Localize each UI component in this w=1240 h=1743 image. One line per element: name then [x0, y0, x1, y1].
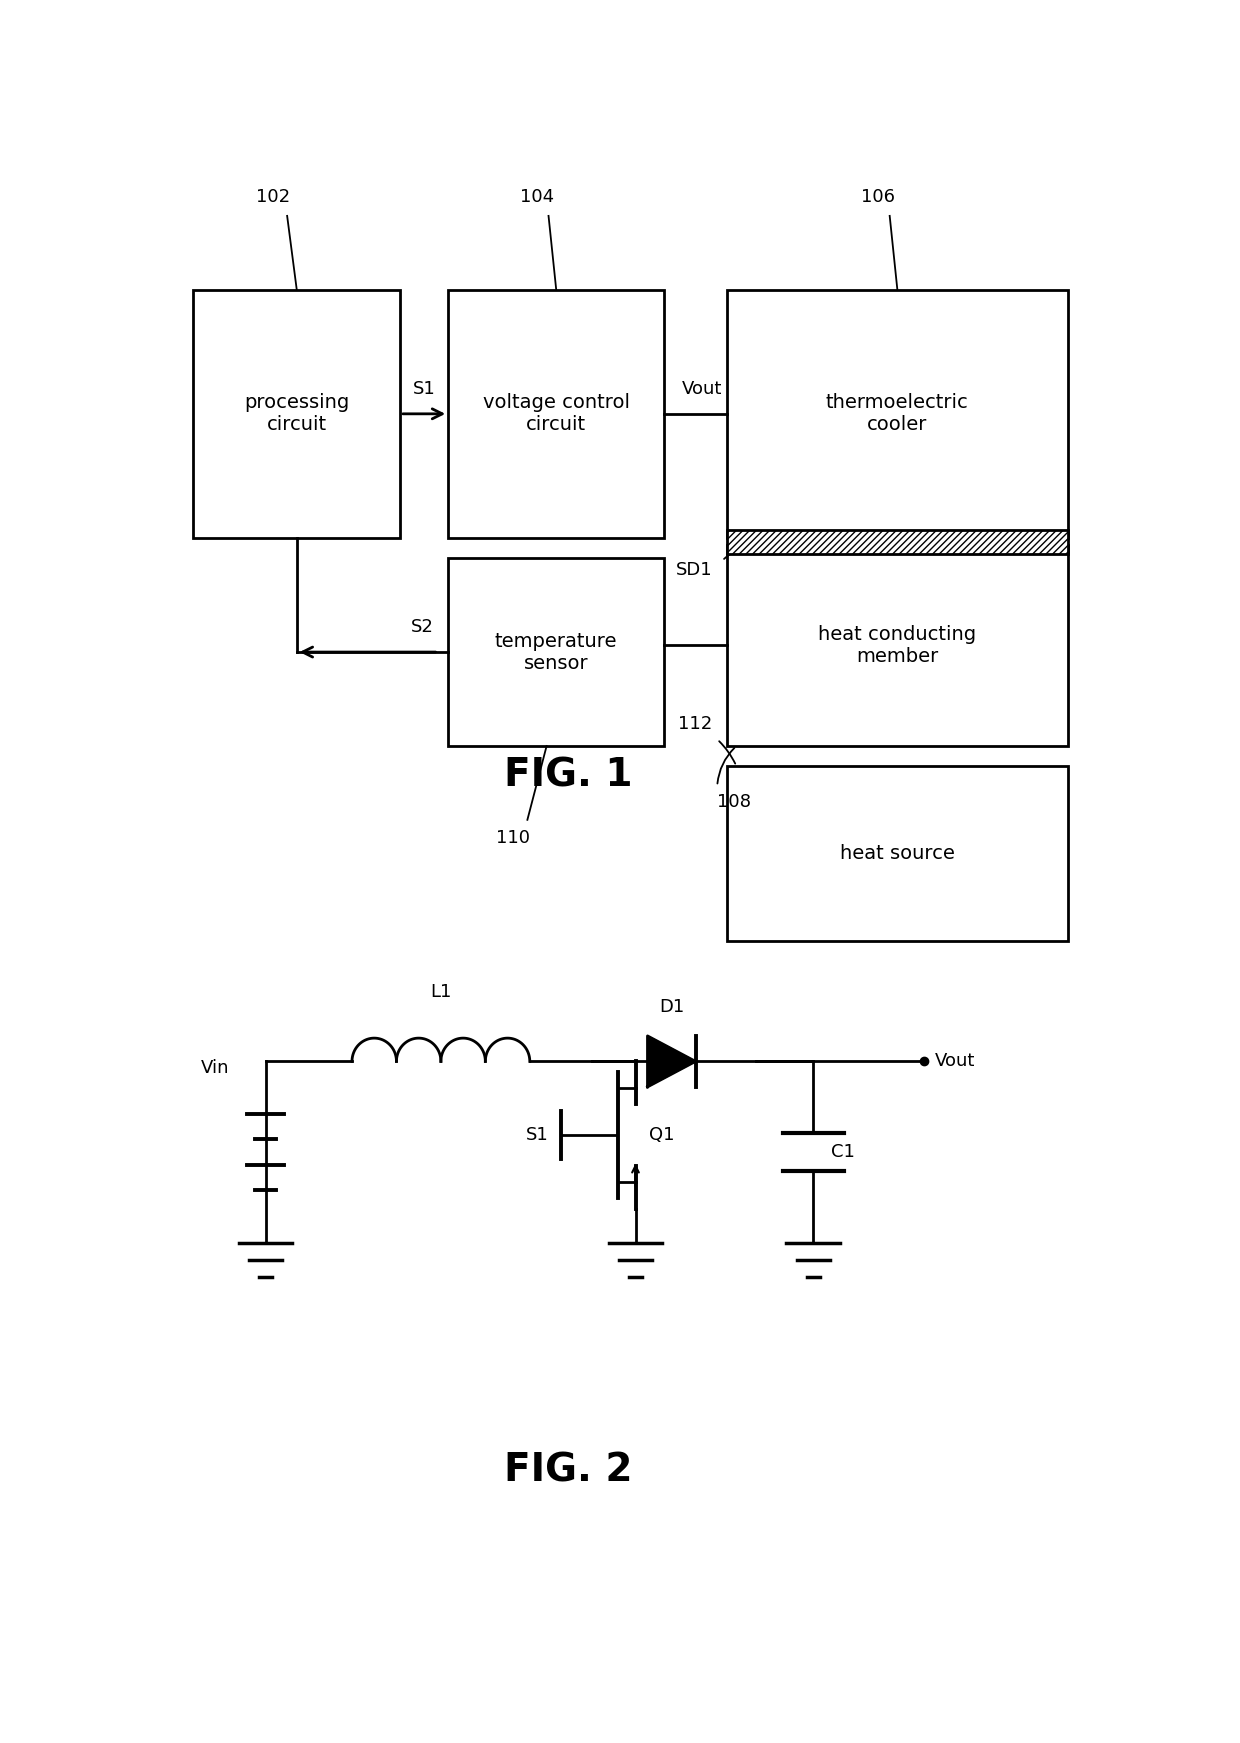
Text: FIG. 2: FIG. 2 [503, 1452, 632, 1490]
Text: 108: 108 [717, 793, 751, 810]
Bar [448, 289, 665, 539]
Text: L1: L1 [430, 983, 451, 1002]
Text: FIG. 1: FIG. 1 [503, 756, 632, 795]
Text: Vin: Vin [201, 1060, 229, 1077]
Text: Vout: Vout [682, 380, 722, 397]
Text: 104: 104 [520, 188, 554, 206]
Text: heat conducting
member: heat conducting member [818, 624, 976, 666]
Bar [727, 530, 1068, 554]
Text: S2: S2 [410, 619, 434, 636]
Text: C1: C1 [831, 1143, 854, 1161]
Text: S1: S1 [526, 1126, 549, 1143]
Text: 102: 102 [255, 188, 290, 206]
Text: heat source: heat source [839, 844, 955, 863]
Text: D1: D1 [658, 997, 684, 1016]
Text: Q1: Q1 [649, 1126, 675, 1143]
Bar [727, 546, 1068, 746]
Text: 110: 110 [496, 830, 529, 847]
Text: voltage control
circuit: voltage control circuit [482, 394, 630, 434]
Polygon shape [647, 1035, 696, 1088]
Bar [448, 558, 665, 746]
Bar [727, 289, 1068, 539]
Text: processing
circuit: processing circuit [244, 394, 350, 434]
Text: SD1: SD1 [676, 561, 712, 579]
Text: S1: S1 [413, 380, 435, 397]
Text: thermoelectric
cooler: thermoelectric cooler [826, 394, 968, 434]
Text: 112: 112 [678, 715, 712, 732]
Text: Vout: Vout [935, 1053, 976, 1070]
Text: 106: 106 [861, 188, 895, 206]
Bar [727, 767, 1068, 941]
Text: temperature
sensor: temperature sensor [495, 631, 618, 673]
Bar [193, 289, 401, 539]
